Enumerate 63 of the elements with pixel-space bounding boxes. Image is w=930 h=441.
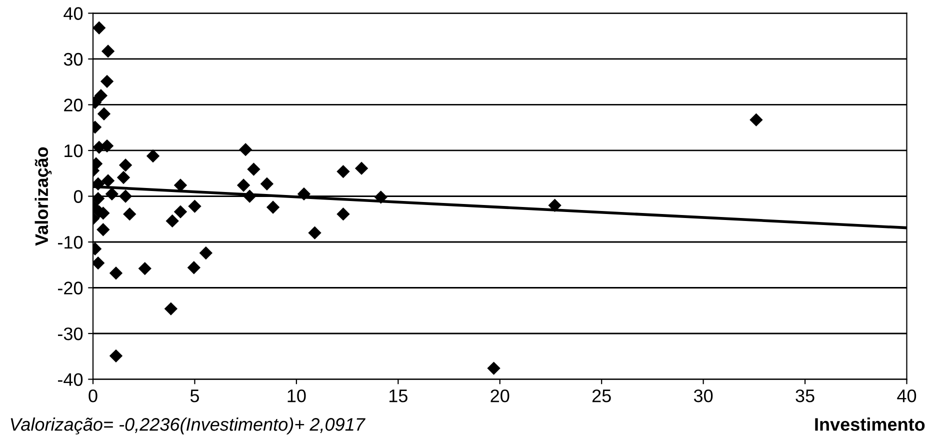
y-tick-label: 20 — [64, 98, 83, 112]
x-tick-label: 5 — [190, 390, 199, 402]
x-tick-label: 10 — [288, 389, 306, 402]
x-tick-label: 30 — [694, 389, 713, 402]
point — [109, 266, 123, 280]
point — [123, 208, 136, 221]
point — [100, 74, 114, 88]
text: Valorização= -0,2236(Investimento)+ 2,0917 — [10, 418, 366, 434]
y-axis-title: Valorização — [34, 147, 52, 246]
y-tick-label: -40 — [58, 373, 83, 386]
x-tick-label: 25 — [592, 389, 611, 402]
point — [188, 200, 202, 213]
y-tick-label: -30 — [58, 327, 83, 340]
point — [105, 187, 119, 201]
point — [116, 170, 130, 184]
point — [93, 21, 106, 34]
x-tick-label: 0 — [88, 389, 98, 402]
point — [374, 190, 388, 204]
point — [308, 226, 322, 240]
point — [97, 107, 111, 120]
point — [336, 208, 350, 221]
point — [750, 113, 763, 126]
point — [297, 187, 311, 201]
y-tick-label: 30 — [64, 52, 83, 66]
y-tick-label: -10 — [58, 236, 83, 249]
point — [548, 198, 562, 212]
point — [93, 192, 105, 206]
point — [118, 190, 132, 203]
point — [164, 302, 178, 316]
point — [247, 162, 260, 176]
x-tick-label: 15 — [389, 390, 408, 402]
point — [487, 362, 500, 375]
x-axis-title: Investimento — [815, 418, 925, 431]
point — [266, 200, 280, 214]
point — [101, 44, 115, 58]
point — [236, 178, 250, 192]
y-tick-label: 0 — [74, 190, 83, 203]
y-tick-label: 10 — [64, 144, 83, 158]
point — [109, 349, 123, 363]
point — [174, 178, 188, 192]
point — [199, 246, 212, 260]
y-tick-label: -20 — [58, 282, 83, 294]
point — [100, 139, 114, 153]
x-tick-label: 20 — [490, 389, 510, 402]
point — [94, 89, 108, 102]
y-tick-label: 40 — [64, 7, 83, 20]
point — [96, 223, 110, 236]
point — [243, 190, 256, 203]
point — [93, 256, 105, 270]
point — [174, 205, 188, 218]
point — [238, 142, 252, 156]
point — [260, 177, 274, 190]
x-tick-label: 40 — [897, 389, 916, 402]
point — [146, 149, 160, 163]
point — [166, 214, 179, 228]
point — [118, 158, 132, 172]
point — [93, 177, 105, 190]
point — [336, 164, 350, 178]
point — [354, 162, 368, 175]
point — [187, 261, 200, 274]
point — [138, 262, 152, 276]
x-tick-label: 35 — [796, 389, 814, 402]
point — [101, 174, 115, 188]
